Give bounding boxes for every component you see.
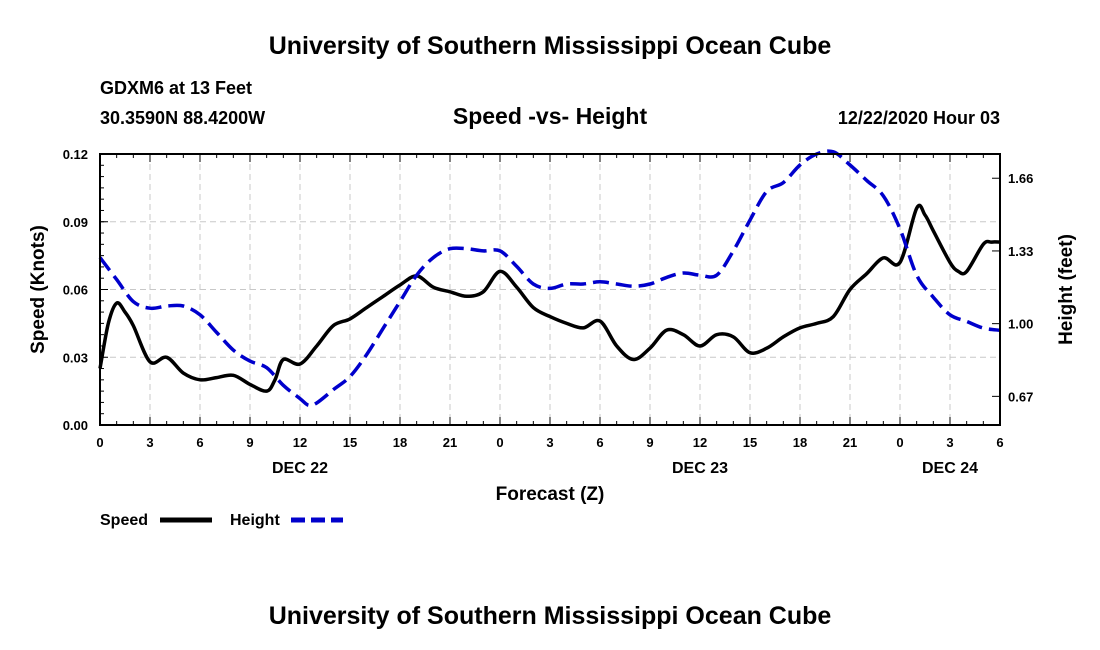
x-tick-label: 3 [146,435,153,450]
station-label: GDXM6 at 13 Feet [100,78,252,98]
x-tick-label: 12 [693,435,707,450]
y-left-tick-label: 0.03 [63,350,88,365]
series-lines [98,149,1001,408]
x-tick-label: 3 [546,435,553,450]
grid-lines [100,154,1000,425]
plot-frame [99,153,1001,426]
y-left-tick-label: 0.12 [63,147,88,162]
x-tick-label: 6 [596,435,603,450]
station-coordinates: 30.3590N 88.4200W [100,108,265,128]
x-axis-label: Forecast (Z) [496,484,605,505]
forecast-datetime: 12/22/2020 Hour 03 [838,108,1000,128]
y-right-tick-label: 1.00 [1008,317,1033,332]
x-tick-label: 21 [443,435,457,450]
footer-title: University of Southern Mississippi Ocean… [269,602,832,630]
x-tick-label: 0 [96,435,103,450]
x-tick-label: 18 [793,435,807,450]
y-right-tick-label: 0.67 [1008,389,1033,404]
date-label: DEC 23 [672,460,728,477]
chart-title: Speed -vs- Height [453,103,648,129]
x-tick-label: 18 [393,435,407,450]
date-label: DEC 22 [272,460,328,477]
y-left-tick-label: 0.09 [63,215,88,230]
axis-tick-labels: 0 3 6 9 12 15 18 21 0 3 6 9 12 15 18 21 0 3 6 DEC 22 DEC 23 D… [63,147,1034,477]
y-axis-left-label: Speed (Knots) [28,225,49,354]
series-height-line [98,149,1001,408]
x-tick-label: 6 [196,435,203,450]
legend: Speed Height [100,512,343,529]
date-label: DEC 24 [922,460,978,477]
series-speed-line [98,203,1001,393]
x-tick-label: 12 [293,435,307,450]
x-tick-label: 3 [946,435,953,450]
x-tick-label: 15 [343,435,357,450]
x-tick-label: 9 [246,435,253,450]
x-tick-label: 9 [646,435,653,450]
y-right-tick-label: 1.66 [1008,171,1033,186]
x-tick-label: 0 [896,435,903,450]
x-tick-label: 0 [496,435,503,450]
page-title: University of Southern Mississippi Ocean… [269,32,832,60]
y-right-tick-label: 1.33 [1008,244,1033,259]
y-axis-right-label: Height (feet) [1056,234,1077,345]
legend-height-label: Height [230,512,280,529]
x-tick-label: 6 [996,435,1003,450]
x-tick-label: 21 [843,435,857,450]
y-left-tick-label: 0.06 [63,283,88,298]
legend-speed-label: Speed [100,512,148,529]
x-tick-label: 15 [743,435,757,450]
y-left-tick-label: 0.00 [63,418,88,433]
